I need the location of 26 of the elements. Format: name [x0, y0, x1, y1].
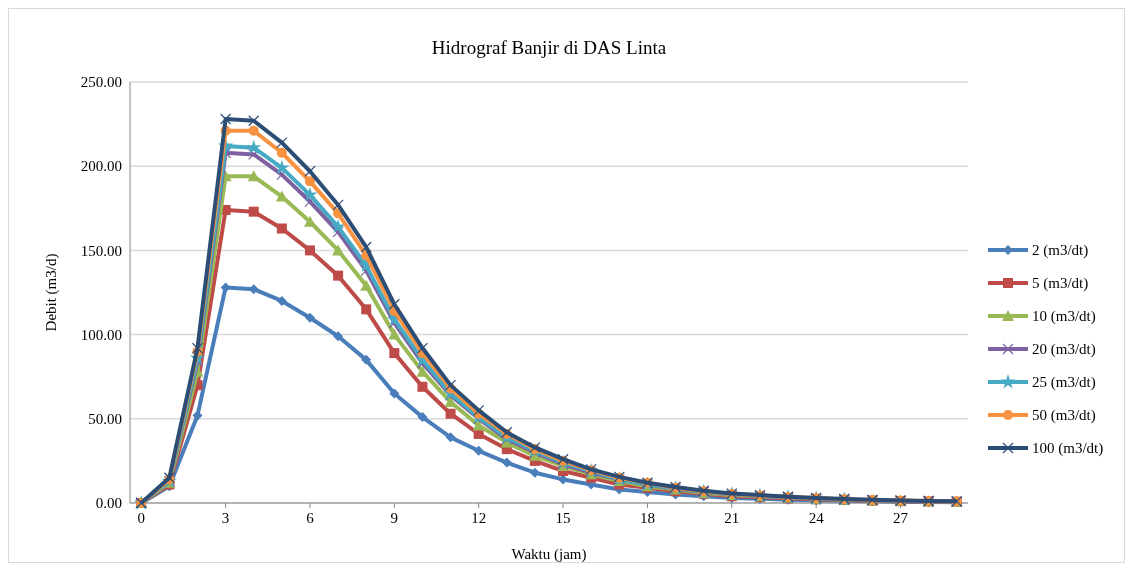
- y-tick-label: 250.00: [80, 74, 122, 91]
- legend-label: 5 (m3/dt): [1032, 275, 1089, 293]
- x-tick-label: 9: [390, 510, 399, 526]
- x-tick-label: 18: [639, 510, 655, 526]
- y-tick-label: 200.00: [80, 158, 122, 175]
- legend-label: 2 (m3/dt): [1032, 242, 1089, 260]
- y-tick-label: 150.00: [80, 242, 122, 259]
- y-tick-label: 50.00: [88, 411, 122, 428]
- x-tick-label: 0: [137, 510, 145, 526]
- x-tick-label: 27: [893, 510, 909, 526]
- y-tick-label: 100.00: [80, 326, 122, 343]
- x-tick-label: 21: [724, 510, 740, 526]
- legend-label: 20 (m3/dt): [1032, 341, 1096, 359]
- y-axis-title: Debit (m3/d): [43, 253, 60, 332]
- x-tick-label: 6: [306, 510, 315, 526]
- legend-label: 25 (m3/dt): [1032, 374, 1096, 392]
- chart-title: Hidrograf Banjir di DAS Linta: [431, 37, 667, 58]
- x-tick-label: 24: [808, 510, 825, 526]
- x-tick-label: 15: [555, 510, 571, 526]
- legend-label: 100 (m3/dt): [1032, 440, 1104, 458]
- legend-label: 10 (m3/dt): [1032, 308, 1096, 326]
- x-tick-label: 12: [471, 510, 487, 526]
- x-tick-label: 3: [221, 510, 230, 526]
- x-axis-title: Waktu (jam): [511, 546, 587, 563]
- y-tick-label: 0.00: [95, 495, 122, 512]
- legend-label: 50 (m3/dt): [1032, 407, 1096, 425]
